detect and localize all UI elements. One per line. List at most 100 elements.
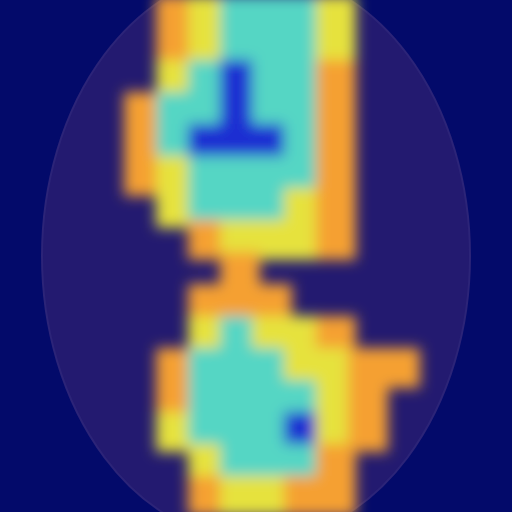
heat-cell bbox=[476, 252, 512, 292]
heat-cell bbox=[0, 60, 36, 100]
heat-cell bbox=[60, 476, 100, 512]
chart bbox=[0, 0, 512, 512]
heat-cell bbox=[476, 0, 512, 36]
heat-cell bbox=[476, 444, 512, 484]
heat-cell bbox=[92, 444, 132, 484]
heat-cell bbox=[0, 156, 36, 196]
heat-cell bbox=[444, 92, 484, 132]
heat-cell bbox=[412, 412, 452, 452]
heat-cell bbox=[60, 348, 100, 388]
heat-cell bbox=[60, 220, 100, 260]
heat-cell bbox=[0, 316, 36, 356]
heat-cell bbox=[476, 284, 512, 324]
heat-cell bbox=[348, 252, 388, 292]
heat-cell bbox=[444, 476, 484, 512]
heat-cell bbox=[92, 316, 132, 356]
heat-cell bbox=[444, 60, 484, 100]
heat-cell bbox=[476, 156, 512, 196]
heat-cell bbox=[28, 348, 68, 388]
heat-cell bbox=[0, 124, 36, 164]
heat-cell bbox=[476, 60, 512, 100]
heat-cell bbox=[412, 92, 452, 132]
cell-layer bbox=[0, 0, 512, 512]
heat-cell bbox=[0, 28, 36, 68]
heat-cell bbox=[28, 188, 68, 228]
heat-cell bbox=[444, 124, 484, 164]
heat-cell bbox=[0, 0, 36, 36]
heat-cell bbox=[412, 220, 452, 260]
heat-cell bbox=[92, 284, 132, 324]
heat-cell bbox=[60, 380, 100, 420]
heat-cell bbox=[412, 252, 452, 292]
heat-cell bbox=[0, 220, 36, 260]
heat-cell bbox=[0, 92, 36, 132]
heat-cell bbox=[316, 252, 356, 292]
heat-cell bbox=[444, 0, 484, 36]
heat-cell bbox=[444, 220, 484, 260]
heat-cell bbox=[476, 348, 512, 388]
heat-cell bbox=[92, 188, 132, 228]
heat-cell bbox=[348, 220, 388, 260]
heat-cell bbox=[92, 0, 132, 36]
heat-cell bbox=[412, 444, 452, 484]
heat-cell bbox=[380, 60, 420, 100]
heat-cell bbox=[28, 124, 68, 164]
heat-cell bbox=[476, 220, 512, 260]
heat-cell bbox=[28, 0, 68, 36]
heat-cell bbox=[444, 284, 484, 324]
heat-cell bbox=[60, 124, 100, 164]
heat-cell bbox=[124, 444, 164, 484]
backdrop-ellipse bbox=[42, 0, 470, 512]
heat-cell bbox=[28, 444, 68, 484]
heat-cell bbox=[444, 252, 484, 292]
heat-cell bbox=[0, 284, 36, 324]
heat-cell bbox=[0, 380, 36, 420]
heat-cell bbox=[444, 444, 484, 484]
heat-cell bbox=[28, 412, 68, 452]
heat-cell bbox=[380, 92, 420, 132]
heat-cell bbox=[380, 252, 420, 292]
heat-cell bbox=[476, 188, 512, 228]
heat-cell bbox=[444, 348, 484, 388]
heat-cell bbox=[476, 316, 512, 356]
heat-cell bbox=[412, 124, 452, 164]
heat-cell bbox=[60, 28, 100, 68]
heat-cell bbox=[92, 220, 132, 260]
heat-cell bbox=[28, 60, 68, 100]
heat-cell bbox=[0, 188, 36, 228]
heat-cell bbox=[92, 380, 132, 420]
heat-cell bbox=[444, 316, 484, 356]
heat-cell bbox=[380, 28, 420, 68]
cells bbox=[0, 0, 512, 512]
heat-cell bbox=[92, 28, 132, 68]
heat-cell bbox=[476, 124, 512, 164]
heat-cell bbox=[28, 476, 68, 512]
heat-cell bbox=[412, 284, 452, 324]
heat-cell bbox=[60, 92, 100, 132]
heat-cell bbox=[348, 476, 388, 512]
heat-cell bbox=[124, 252, 164, 292]
heat-cell bbox=[476, 92, 512, 132]
heat-cell bbox=[60, 252, 100, 292]
heat-cell bbox=[92, 476, 132, 512]
heat-cell bbox=[28, 28, 68, 68]
heat-cell bbox=[412, 188, 452, 228]
heat-cell bbox=[444, 412, 484, 452]
heat-cell bbox=[476, 412, 512, 452]
heat-cell bbox=[124, 284, 164, 324]
heat-cell bbox=[316, 220, 356, 260]
heat-cell bbox=[380, 412, 420, 452]
heat-cell bbox=[60, 0, 100, 36]
heat-cell bbox=[60, 412, 100, 452]
heat-cell bbox=[0, 444, 36, 484]
heat-cell bbox=[412, 0, 452, 36]
heat-cell bbox=[0, 476, 36, 512]
heat-cell bbox=[0, 348, 36, 388]
heat-cell bbox=[444, 380, 484, 420]
heat-cell bbox=[444, 156, 484, 196]
heat-cell bbox=[60, 444, 100, 484]
heat-cell bbox=[316, 476, 356, 512]
heat-cell bbox=[92, 348, 132, 388]
heat-cell bbox=[476, 28, 512, 68]
heat-cell bbox=[444, 28, 484, 68]
